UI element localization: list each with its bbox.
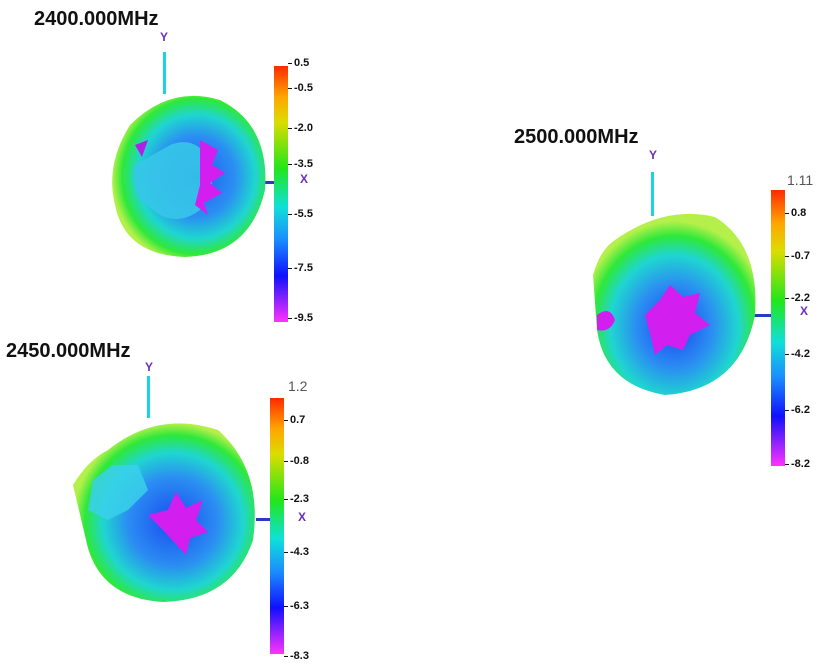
x-axis-label: X <box>298 510 307 524</box>
colorbar <box>274 66 288 322</box>
colorbar <box>270 398 284 654</box>
colorbar-tick: -0.5 <box>288 82 313 94</box>
colorbar-tick: -0.7 <box>785 250 810 262</box>
radiation-pattern-3d <box>593 213 756 395</box>
y-axis-label: Y <box>649 148 658 162</box>
colorbar <box>771 190 785 466</box>
radiation-pattern-3d <box>73 423 255 602</box>
colorbar-tick: -5.5 <box>288 208 313 220</box>
y-axis-line <box>163 52 166 94</box>
colorbar-tick: -8.2 <box>785 458 810 470</box>
colorbar-tick: 1.11 <box>787 172 814 188</box>
x-axis-line <box>258 181 276 184</box>
colorbar-tick: -7.5 <box>288 262 313 274</box>
y-axis-line <box>651 172 654 216</box>
x-axis-label: X <box>300 172 309 186</box>
radiation-pattern-3d <box>112 95 266 257</box>
colorbar-tick: -4.2 <box>785 348 810 360</box>
colorbar-tick: 0.5 <box>287 57 310 69</box>
colorbar-tick: 0.8 <box>784 207 807 219</box>
x-axis-line <box>752 314 772 317</box>
colorbar-tick: -2.2 <box>785 292 810 304</box>
y-axis-label: Y <box>160 30 169 44</box>
colorbar-tick: -2.3 <box>284 493 309 505</box>
colorbar-tick: -8.3 <box>284 650 309 662</box>
colorbar-tick: -0.8 <box>284 455 309 467</box>
colorbar-tick: -9.5 <box>288 312 313 324</box>
colorbar-tick: 0.7 <box>283 414 306 426</box>
colorbar-tick: -6.2 <box>785 404 810 416</box>
x-axis-line <box>256 518 270 521</box>
y-axis-line <box>147 376 150 418</box>
x-axis-label: X <box>800 304 809 318</box>
colorbar-tick: -6.3 <box>284 600 309 612</box>
colorbar-tick: -3.5 <box>288 158 313 170</box>
panel-title: 2500.000MHz <box>514 126 639 148</box>
colorbar-tick: -4.3 <box>284 546 309 558</box>
y-axis-label: Y <box>145 360 154 374</box>
colorbar-tick: 1.2 <box>288 378 308 394</box>
panel-title: 2450.000MHz <box>6 340 131 362</box>
panel-title: 2400.000MHz <box>34 8 159 30</box>
colorbar-tick: -2.0 <box>288 122 313 134</box>
